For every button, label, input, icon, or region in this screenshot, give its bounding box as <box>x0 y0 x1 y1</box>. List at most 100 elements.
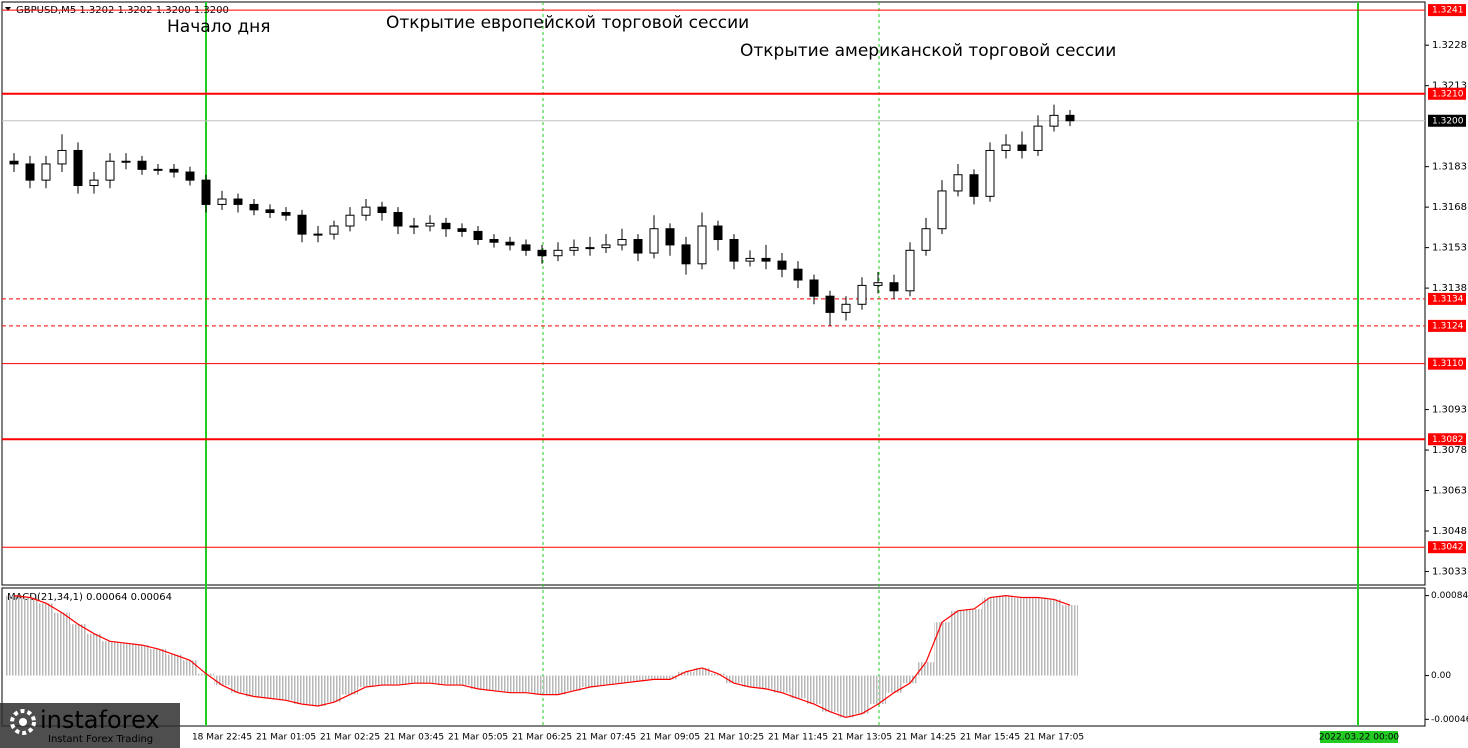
macd-bar <box>246 675 262 697</box>
candle-body <box>505 241 515 246</box>
macd-bar <box>454 675 470 686</box>
y-tick-label: 1.3138 <box>1432 283 1467 294</box>
macd-bar <box>214 675 230 686</box>
x-tick-label: 21 Mar 15:45 <box>960 733 1020 743</box>
level-label: 1.3082 <box>1432 435 1464 445</box>
candle-body <box>729 239 739 262</box>
y-tick-label: 1.3228 <box>1432 40 1467 51</box>
watermark: instaforex Instant Forex Trading <box>0 703 180 748</box>
macd-bar <box>694 667 710 676</box>
candle-body <box>169 168 179 173</box>
candle-body <box>841 303 851 313</box>
candle-body <box>217 198 227 205</box>
macd-bar <box>438 675 454 686</box>
x-tick-label: 18 Mar 22:45 <box>192 733 252 743</box>
macd-title: MACD(21,34,1) 0.00064 0.00064 <box>7 592 172 603</box>
candle-body <box>473 230 483 241</box>
level-label: 1.3134 <box>1432 294 1464 304</box>
candle-body <box>1017 144 1027 151</box>
macd-bar <box>198 673 214 676</box>
candle-body <box>649 228 659 254</box>
y-tick-label: 1.3048 <box>1432 526 1467 537</box>
candle-body <box>873 282 883 286</box>
x-tick-label: 21 Mar 07:45 <box>576 733 636 743</box>
x-tick-label: 21 Mar 01:05 <box>256 733 316 743</box>
macd-bar <box>710 673 726 676</box>
macd-bar <box>806 675 822 705</box>
candle-body <box>777 260 787 270</box>
level-label-box <box>1428 292 1466 305</box>
candle-body <box>73 149 83 187</box>
macd-bar <box>118 643 134 676</box>
macd-bar <box>1030 597 1046 676</box>
y-tick-label: 0.00 <box>1431 671 1451 681</box>
candle-body <box>889 282 899 292</box>
macd-bar <box>22 597 38 676</box>
level-label-box <box>1428 114 1466 127</box>
level-label-box <box>1428 357 1466 370</box>
brand: instaforex <box>40 706 160 734</box>
x-tick-label: 21 Mar 09:05 <box>640 733 700 743</box>
x-tick-label: 21 Mar 14:25 <box>896 733 956 743</box>
macd-bar <box>982 597 998 676</box>
macd-bar <box>822 675 838 712</box>
candle-body <box>441 222 451 230</box>
macd-bar <box>166 654 182 676</box>
candle-body <box>713 225 723 241</box>
macd-bar <box>38 603 54 676</box>
candle-body <box>249 203 259 211</box>
y-tick-label: 1.3093 <box>1432 405 1467 416</box>
candle-body <box>1001 144 1011 151</box>
macd-bar <box>678 671 694 676</box>
level-label: 1.3110 <box>1432 359 1464 369</box>
x-tick-label: 21 Mar 02:25 <box>320 733 380 743</box>
level-label-box <box>1428 433 1466 446</box>
macd-bar <box>838 675 854 718</box>
candle-body <box>985 149 995 197</box>
y-tick-label: 1.3213 <box>1432 81 1467 92</box>
macd-bar <box>870 675 886 705</box>
candle-body <box>425 222 435 227</box>
y-tick-label: 1.3183 <box>1432 162 1467 173</box>
candle-body <box>457 228 467 232</box>
level-label: 1.3042 <box>1432 543 1464 553</box>
candle-body <box>761 257 771 262</box>
candle-body <box>1065 114 1075 122</box>
macd-bar <box>790 675 806 699</box>
macd-bar <box>614 675 630 684</box>
macd-bar <box>262 675 278 699</box>
y-tick-label: 1.3153 <box>1432 243 1467 254</box>
signal-line <box>13 595 1071 719</box>
macd-bar <box>470 675 486 689</box>
macd-bar <box>230 675 246 693</box>
macd-bar <box>534 675 550 695</box>
logo-dot <box>19 718 27 726</box>
macd-bar <box>998 595 1014 676</box>
macd-bar <box>854 675 870 714</box>
macd-bar <box>182 660 198 676</box>
candle-body <box>89 179 99 187</box>
candle-body <box>921 228 931 251</box>
candle-body <box>825 295 835 313</box>
annotation: Открытие европейской торговой сессии <box>386 13 749 33</box>
level-label: 1.3210 <box>1432 89 1464 99</box>
macd-bar <box>918 662 934 676</box>
candle-body <box>297 214 307 235</box>
macd-bar <box>886 675 902 693</box>
level-label: 1.3241 <box>1432 6 1464 16</box>
candle-body <box>553 249 563 257</box>
y-tick-label: 1.3033 <box>1432 567 1467 578</box>
macd-bar <box>422 675 438 684</box>
candle-body <box>489 239 499 243</box>
x-tick-label: 21 Mar 10:25 <box>704 733 764 743</box>
macd-bar <box>966 608 982 676</box>
level-label-box <box>1428 87 1466 100</box>
macd-bar <box>134 645 150 676</box>
macd-bar <box>54 612 70 676</box>
candle-body <box>265 209 275 214</box>
macd-bar <box>598 675 614 686</box>
candle-body <box>937 190 947 230</box>
tagline: Instant Forex Trading <box>48 734 153 745</box>
candle-body <box>665 228 675 246</box>
